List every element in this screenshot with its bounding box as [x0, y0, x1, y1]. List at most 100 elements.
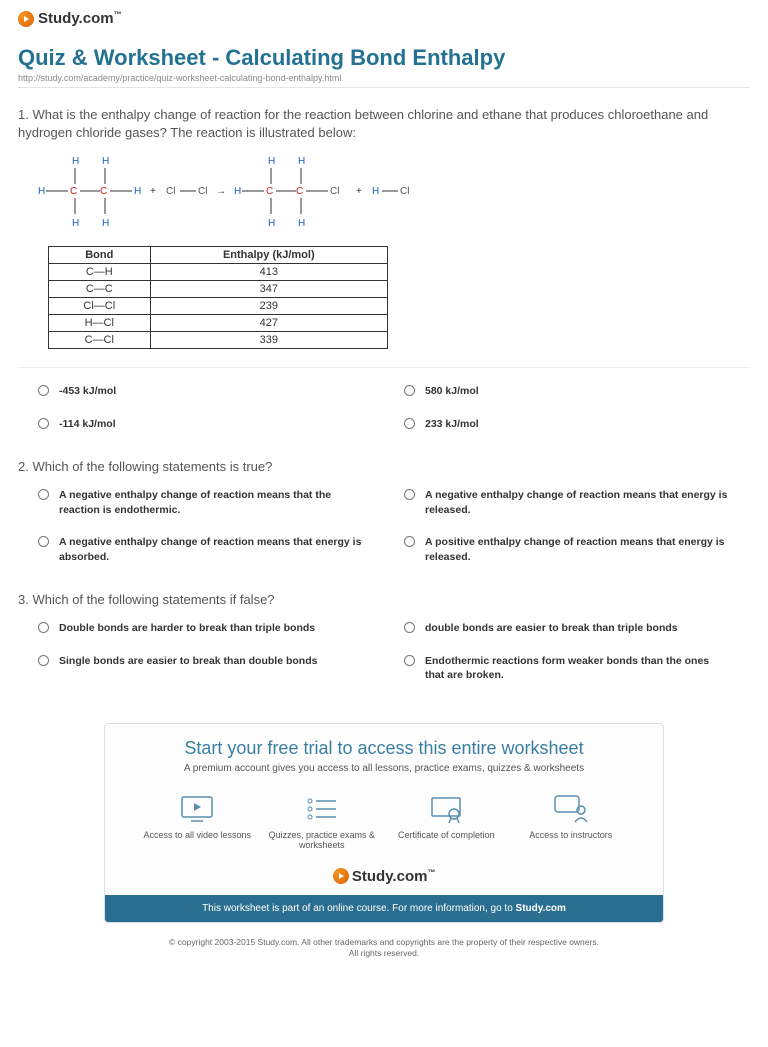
question-2: 2. Which of the following statements is … [18, 458, 750, 565]
svg-text:+: + [356, 186, 362, 197]
svg-text:→: → [216, 186, 226, 197]
table-cell: 239 [150, 298, 387, 315]
svg-text:Cl: Cl [400, 186, 409, 197]
question-text: 2. Which of the following statements is … [18, 458, 750, 476]
table-cell: C—H [49, 264, 151, 281]
question-1: 1. What is the enthalpy change of reacti… [18, 106, 750, 432]
table-row: C—C347 [49, 281, 388, 298]
radio-input[interactable] [38, 655, 49, 666]
svg-text:Cl: Cl [198, 186, 207, 197]
svg-text:Cl: Cl [166, 186, 175, 197]
table-row: H—Cl427 [49, 315, 388, 332]
option-label: -114 kJ/mol [59, 417, 116, 432]
answer-options: A negative enthalpy change of reaction m… [18, 488, 750, 565]
page-url: http://study.com/academy/practice/quiz-w… [18, 73, 750, 83]
svg-text:H: H [102, 218, 109, 229]
radio-input[interactable] [404, 655, 415, 666]
promo-subtext: A premium account gives you access to al… [105, 763, 663, 788]
radio-input[interactable] [38, 418, 49, 429]
worksheet-page: Study.com™ Quiz & Worksheet - Calculatin… [0, 0, 768, 979]
reaction-diagram: HH H C C H HH + ClCl → HH H C [18, 154, 750, 232]
answer-option[interactable]: 233 kJ/mol [404, 417, 730, 432]
answer-options: -453 kJ/mol 580 kJ/mol -114 kJ/mol 233 kJ/m… [18, 384, 750, 431]
table-cell: C—Cl [49, 332, 151, 349]
copyright-text: © copyright 2003-2015 Study.com. All oth… [18, 937, 750, 959]
svg-text:C: C [296, 186, 303, 197]
option-label: -453 kJ/mol [59, 384, 116, 399]
option-label: A positive enthalpy change of reaction m… [425, 535, 730, 564]
answer-option[interactable]: Single bonds are easier to break than do… [38, 654, 364, 683]
table-row: C—Cl339 [49, 332, 388, 349]
answer-option[interactable]: double bonds are easier to break than tr… [404, 621, 730, 636]
answer-option[interactable]: A negative enthalpy change of reaction m… [38, 535, 364, 564]
table-row: C—H413 [49, 264, 388, 281]
option-label: 580 kJ/mol [425, 384, 479, 399]
svg-text:H: H [268, 156, 275, 167]
svg-text:H: H [298, 218, 305, 229]
option-label: A negative enthalpy change of reaction m… [59, 535, 364, 564]
brand-name: Study.com™ [38, 10, 122, 27]
promo-feature-label: Access to instructors [516, 830, 626, 840]
answer-option[interactable]: -453 kJ/mol [38, 384, 364, 399]
radio-input[interactable] [38, 622, 49, 633]
radio-input[interactable] [404, 536, 415, 547]
promo-feature: Quizzes, practice exams & worksheets [267, 794, 377, 850]
divider [18, 87, 750, 88]
radio-input[interactable] [404, 489, 415, 500]
play-icon [18, 11, 34, 27]
answer-option[interactable]: Double bonds are harder to break than tr… [38, 621, 364, 636]
svg-text:H: H [268, 218, 275, 229]
radio-input[interactable] [38, 385, 49, 396]
radio-input[interactable] [404, 418, 415, 429]
table-cell: 413 [150, 264, 387, 281]
brand-logo: Study.com™ [18, 10, 750, 27]
option-label: Single bonds are easier to break than do… [59, 654, 317, 669]
svg-text:C: C [70, 186, 77, 197]
svg-text:H: H [102, 156, 109, 167]
promo-headline: Start your free trial to access this ent… [105, 724, 663, 763]
promo-feature-label: Certificate of completion [391, 830, 501, 840]
svg-text:H: H [372, 186, 379, 197]
table-cell: Cl—Cl [49, 298, 151, 315]
promo-footer-bar: This worksheet is part of an online cour… [105, 895, 663, 922]
bond-enthalpy-table: Bond Enthalpy (kJ/mol) C—H413C—C347Cl—Cl… [48, 246, 388, 349]
answer-options: Double bonds are harder to break than tr… [18, 621, 750, 683]
svg-text:H: H [298, 156, 305, 167]
option-label: 233 kJ/mol [425, 417, 479, 432]
answer-option[interactable]: A positive enthalpy change of reaction m… [404, 535, 730, 564]
brand-name: Study.com™ [352, 868, 436, 885]
answer-option[interactable]: A negative enthalpy change of reaction m… [404, 488, 730, 517]
promo-card: Start your free trial to access this ent… [104, 723, 664, 923]
radio-input[interactable] [38, 536, 49, 547]
promo-feature-label: Access to all video lessons [142, 830, 252, 840]
option-label: Endothermic reactions form weaker bonds … [425, 654, 730, 683]
play-icon [333, 868, 349, 884]
table-row: Cl—Cl239 [49, 298, 388, 315]
svg-text:Cl: Cl [330, 186, 339, 197]
page-title: Quiz & Worksheet - Calculating Bond Enth… [18, 45, 750, 71]
radio-input[interactable] [38, 489, 49, 500]
svg-text:C: C [266, 186, 273, 197]
promo-feature: Certificate of completion [391, 794, 501, 850]
table-cell: 347 [150, 281, 387, 298]
question-3: 3. Which of the following statements if … [18, 591, 750, 683]
option-label: A negative enthalpy change of reaction m… [425, 488, 730, 517]
promo-link[interactable]: Study.com [516, 903, 566, 914]
option-label: Double bonds are harder to break than tr… [59, 621, 315, 636]
svg-text:+: + [150, 186, 156, 197]
radio-input[interactable] [404, 622, 415, 633]
table-cell: 427 [150, 315, 387, 332]
table-header: Bond [49, 247, 151, 264]
promo-features: Access to all video lessons Quizzes, prac… [105, 788, 663, 864]
promo-feature-label: Quizzes, practice exams & worksheets [267, 830, 377, 850]
svg-text:H: H [72, 218, 79, 229]
table-cell: 339 [150, 332, 387, 349]
radio-input[interactable] [404, 385, 415, 396]
answer-option[interactable]: -114 kJ/mol [38, 417, 364, 432]
divider [18, 367, 750, 368]
table-cell: H—Cl [49, 315, 151, 332]
answer-option[interactable]: Endothermic reactions form weaker bonds … [404, 654, 730, 683]
answer-option[interactable]: A negative enthalpy change of reaction m… [38, 488, 364, 517]
table-cell: C—C [49, 281, 151, 298]
answer-option[interactable]: 580 kJ/mol [404, 384, 730, 399]
